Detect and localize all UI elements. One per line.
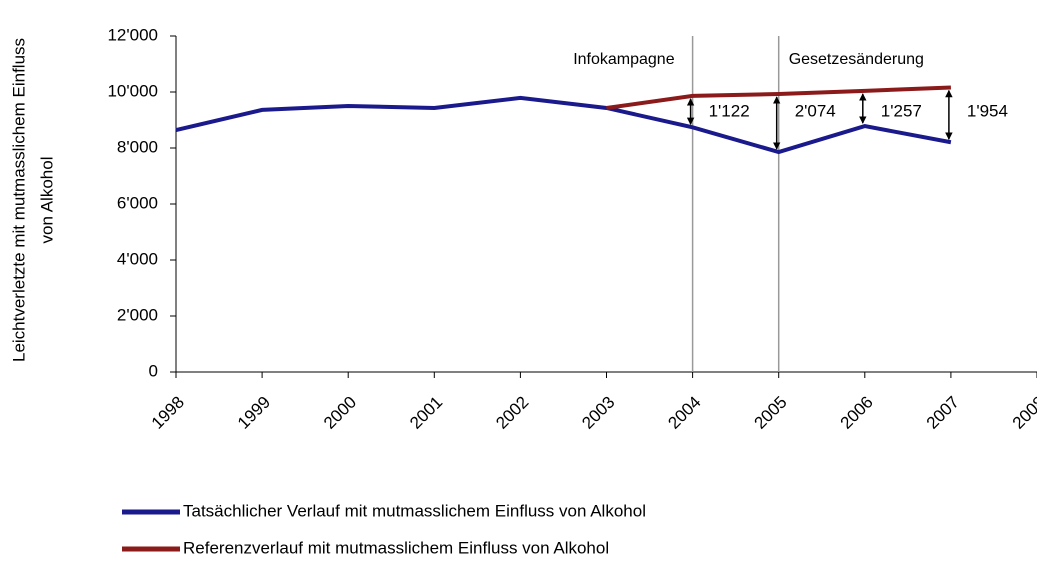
y-tick-label: 12'000: [107, 25, 158, 44]
x-tick-label: 2006: [837, 393, 877, 433]
legend-label: Tatsächlicher Verlauf mit mutmasslichem …: [183, 501, 646, 520]
series-line: [606, 85, 951, 110]
y-tick-label: 10'000: [107, 81, 158, 100]
x-tick-label: 2002: [492, 393, 532, 433]
x-tick-label: 2007: [923, 393, 963, 433]
x-tick-label: 2000: [320, 393, 360, 433]
x-tick-label: 2005: [751, 393, 791, 433]
series-line: [175, 95, 952, 155]
y-tick-label: 6'000: [117, 193, 158, 212]
y-tick-label: 2'000: [117, 305, 158, 324]
event-label: Infokampagne: [573, 51, 675, 68]
legend-label: Referenzverlauf mit mutmasslichem Einflu…: [183, 538, 609, 557]
gap-label: 1'257: [881, 101, 922, 120]
gap-label: 1'122: [709, 101, 750, 120]
x-tick-label: 2003: [578, 393, 618, 433]
x-tick-label: 2001: [406, 393, 446, 433]
x-tick-label: 1999: [234, 393, 274, 433]
x-tick-label: 2004: [664, 393, 704, 433]
y-tick-label: 4'000: [117, 249, 158, 268]
y-tick-label: 0: [149, 361, 158, 380]
event-label: Gesetzesänderung: [789, 51, 924, 68]
x-tick-label: 2008: [1009, 393, 1037, 433]
y-tick-label: 8'000: [117, 137, 158, 156]
y-axis-label: Leichtverletzte mit mutmasslichem Einflu…: [9, 38, 28, 362]
gap-label: 2'074: [795, 101, 836, 120]
x-tick-label: 1998: [148, 393, 188, 433]
y-axis-label: von Alkohol: [37, 157, 56, 244]
gap-label: 1'954: [967, 101, 1008, 120]
